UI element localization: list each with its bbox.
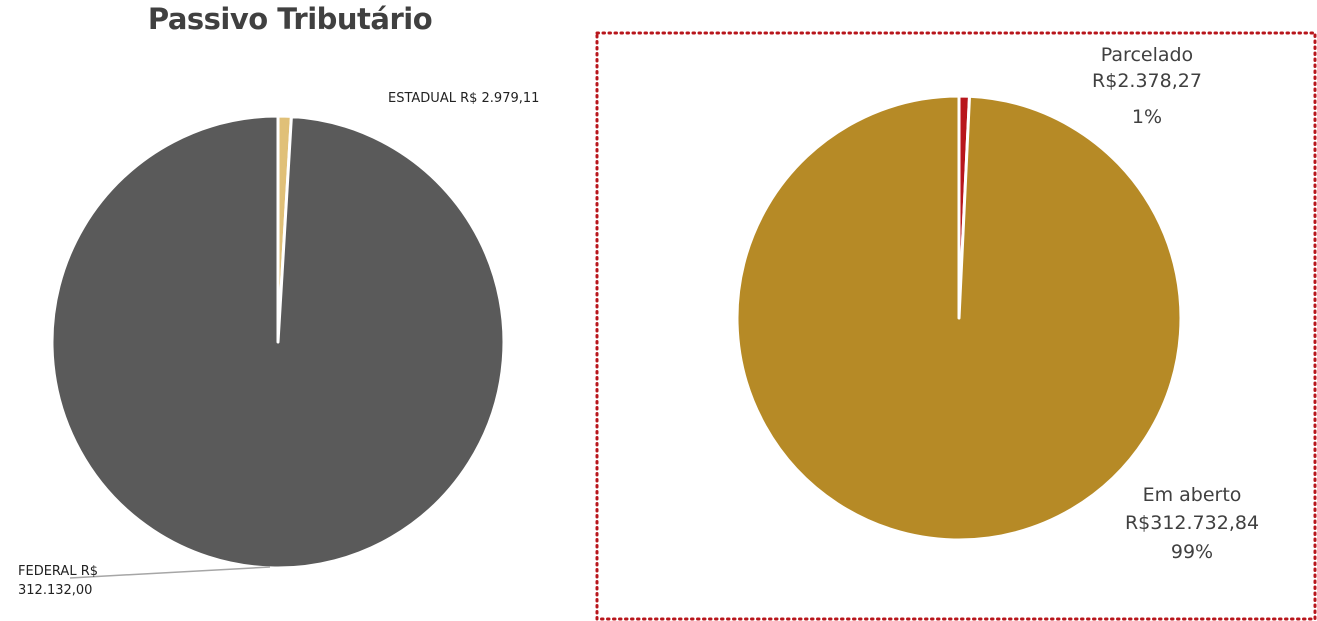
leader-line-federal: [70, 567, 270, 578]
data-label-federal-name: FEDERAL R$: [18, 564, 98, 579]
pie-chart-tax-liability-by-status: [737, 96, 1181, 540]
slice-federal: [52, 116, 504, 568]
pie-chart-tax-liability-by-sphere: [52, 116, 504, 568]
data-label-em-aberto-percent: 99%: [1171, 541, 1213, 563]
data-label-em-aberto-name: Em aberto: [1143, 484, 1242, 506]
data-label-parcelado-name: Parcelado: [1101, 44, 1193, 66]
data-label-estadual: ESTADUAL R$ 2.979,11: [388, 91, 539, 106]
data-label-em-aberto-value: R$312.732,84: [1125, 512, 1259, 534]
data-label-parcelado-value: R$2.378,27: [1092, 70, 1202, 92]
slice-em-aberto: [737, 96, 1181, 540]
data-label-federal-value: 312.132,00: [18, 583, 92, 598]
data-label-parcelado-percent: 1%: [1132, 106, 1162, 128]
